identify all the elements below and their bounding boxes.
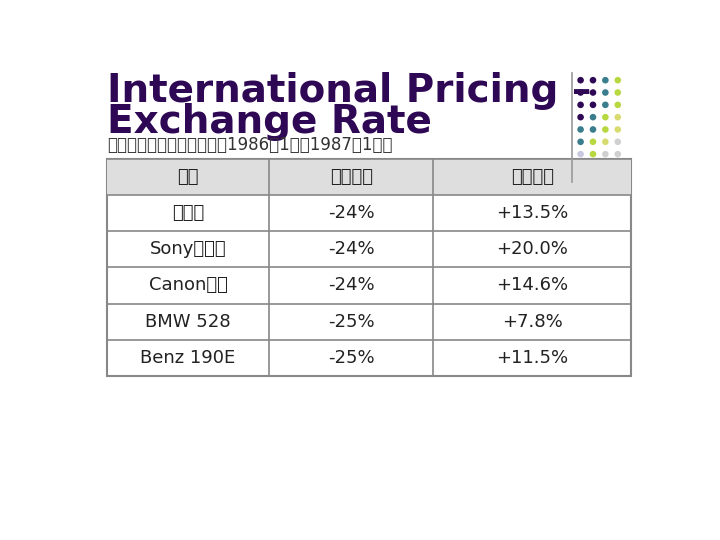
Circle shape	[603, 102, 608, 107]
Text: +20.0%: +20.0%	[496, 240, 568, 258]
Circle shape	[578, 102, 583, 107]
Circle shape	[603, 78, 608, 83]
Circle shape	[603, 152, 608, 157]
Circle shape	[615, 127, 621, 132]
Circle shape	[615, 102, 621, 107]
Circle shape	[603, 90, 608, 95]
Circle shape	[590, 90, 595, 95]
FancyBboxPatch shape	[107, 159, 631, 376]
Circle shape	[590, 102, 595, 107]
Text: Canon相機: Canon相機	[148, 276, 228, 294]
Circle shape	[615, 139, 621, 144]
Circle shape	[615, 152, 621, 157]
Text: -24%: -24%	[328, 204, 374, 222]
Text: +7.8%: +7.8%	[502, 313, 562, 330]
Circle shape	[603, 139, 608, 144]
Circle shape	[603, 114, 608, 120]
Circle shape	[578, 139, 583, 144]
Circle shape	[590, 139, 595, 144]
Circle shape	[578, 90, 583, 95]
Text: 匯率變動與價格調整實例（1986年1月至1987年1月）: 匯率變動與價格調整實例（1986年1月至1987年1月）	[107, 136, 392, 154]
Circle shape	[615, 114, 621, 120]
Circle shape	[590, 78, 595, 83]
Text: Benz 190E: Benz 190E	[140, 349, 235, 367]
Circle shape	[615, 90, 621, 95]
Text: Sony隨身聽: Sony隨身聽	[150, 240, 226, 258]
Circle shape	[578, 114, 583, 120]
Circle shape	[615, 78, 621, 83]
Text: 精工錢: 精工錢	[172, 204, 204, 222]
Text: -25%: -25%	[328, 313, 374, 330]
FancyBboxPatch shape	[107, 159, 631, 195]
Circle shape	[590, 127, 595, 132]
Text: BMW 528: BMW 528	[145, 313, 231, 330]
Text: -24%: -24%	[328, 240, 374, 258]
Text: 價格變動: 價格變動	[510, 168, 554, 186]
Text: -24%: -24%	[328, 276, 374, 294]
Circle shape	[590, 152, 595, 157]
Circle shape	[578, 127, 583, 132]
Text: International Pricing –: International Pricing –	[107, 72, 591, 111]
Text: 產品: 產品	[177, 168, 199, 186]
Text: -25%: -25%	[328, 349, 374, 367]
Circle shape	[603, 127, 608, 132]
Text: +14.6%: +14.6%	[496, 276, 568, 294]
Text: +11.5%: +11.5%	[496, 349, 568, 367]
Text: +13.5%: +13.5%	[496, 204, 568, 222]
Circle shape	[578, 152, 583, 157]
Circle shape	[578, 78, 583, 83]
Circle shape	[590, 114, 595, 120]
Text: Exchange Rate: Exchange Rate	[107, 103, 432, 141]
Text: 匯率變動: 匯率變動	[330, 168, 373, 186]
